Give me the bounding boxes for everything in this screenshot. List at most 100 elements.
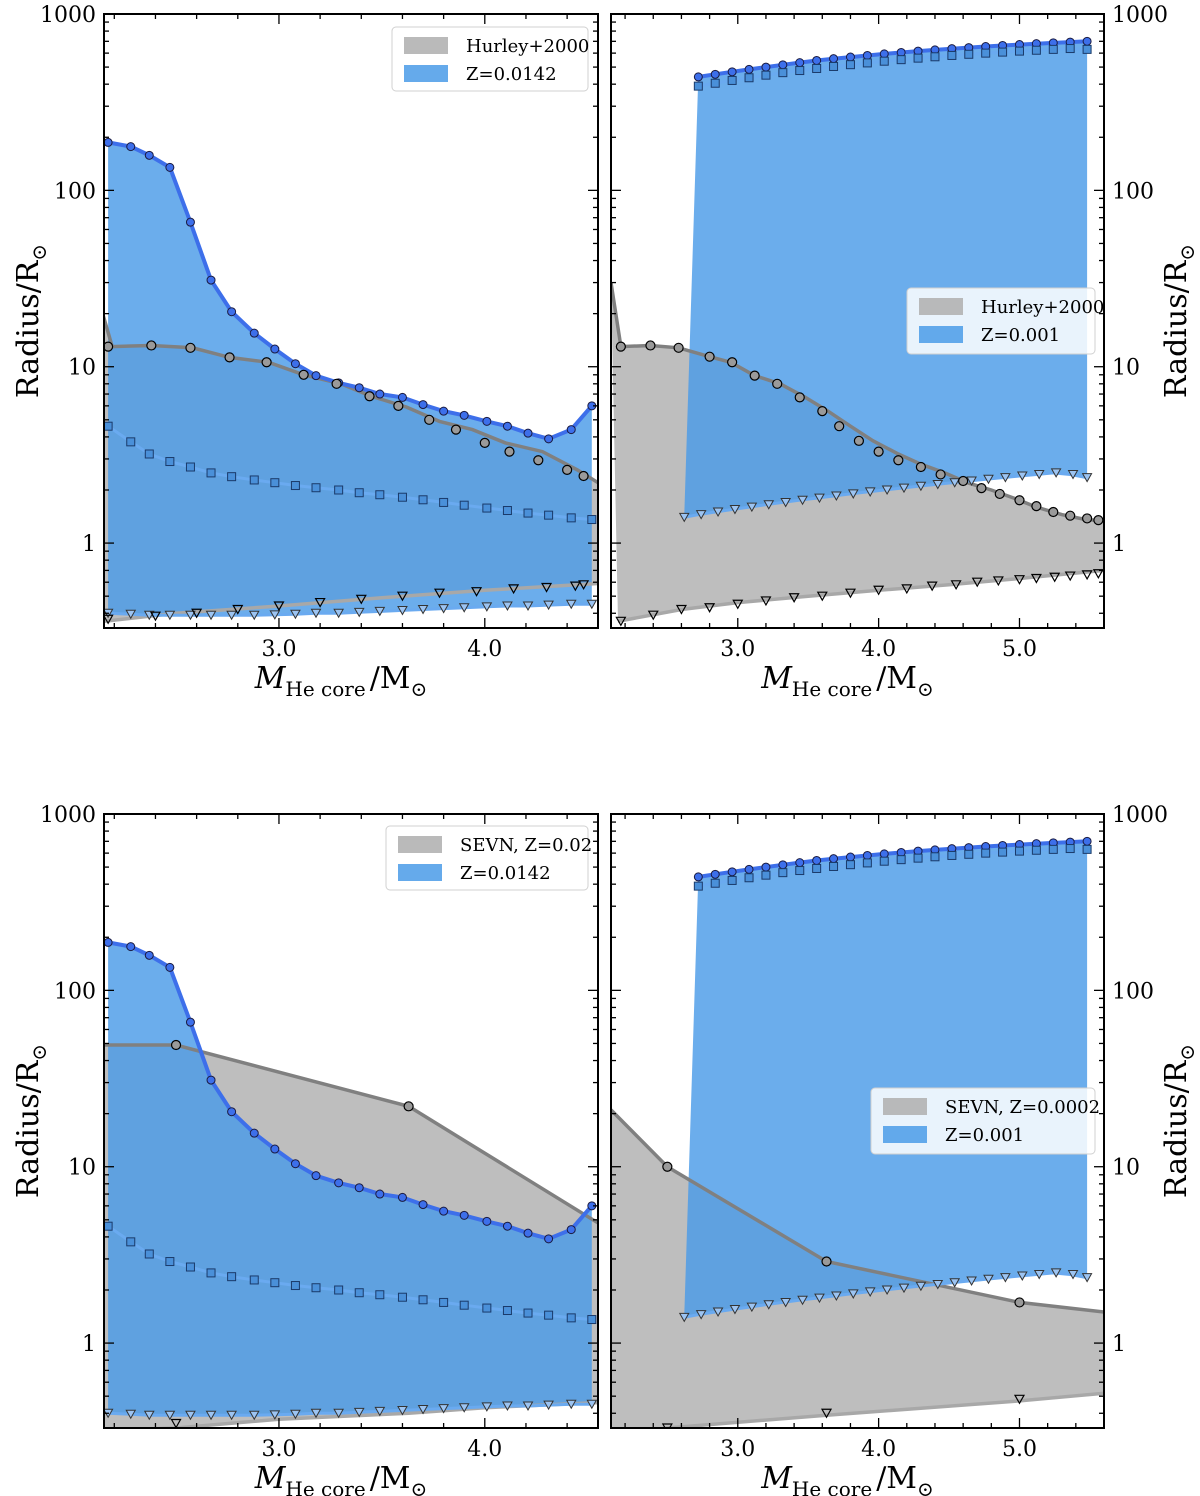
model-upper-point <box>693 72 703 82</box>
model-lower-point <box>966 1276 977 1286</box>
model-upper-point <box>523 1228 533 1238</box>
model-mid-point <box>998 847 1008 857</box>
model-mid-point <box>587 1315 597 1325</box>
reference-lower-point <box>1064 571 1076 582</box>
model-mid-point <box>744 873 754 883</box>
reference-lower-point <box>104 614 114 625</box>
model-upper-point <box>165 162 175 172</box>
model-upper-point <box>206 275 216 285</box>
model-lower-point <box>438 604 449 614</box>
model-mid-point <box>964 49 974 59</box>
y-tick-label: 1 <box>1112 1332 1126 1357</box>
legend-swatch <box>883 1126 927 1143</box>
model-mid-point <box>710 78 720 88</box>
model-upper-point <box>334 1178 344 1188</box>
reference-lower-point <box>971 577 983 588</box>
model-lower-point <box>1000 1273 1011 1283</box>
model-mid-point <box>311 483 321 493</box>
model-upper-point <box>290 1159 300 1169</box>
reference-lower-point <box>816 591 828 602</box>
model-lower-point <box>949 1278 961 1288</box>
model-upper-point <box>795 58 805 68</box>
reference-lower-line <box>617 568 1104 624</box>
reference-lower-point <box>732 599 744 610</box>
model-mid-point <box>1031 845 1041 855</box>
model-lower-point <box>797 495 808 506</box>
model-lower-point <box>290 609 301 620</box>
reference-upper-point <box>104 341 114 352</box>
y-tick-label: 10 <box>1112 1156 1140 1181</box>
model-mid-point <box>930 52 940 62</box>
reference-upper-point <box>1093 514 1104 526</box>
model-mid-point <box>896 55 906 65</box>
model-mid-point <box>845 860 855 870</box>
model-lower-point <box>1067 1269 1079 1280</box>
legend-label: Z=0.0142 <box>460 863 551 884</box>
model-upper-point <box>165 962 175 972</box>
y-tick-label: 100 <box>1112 979 1154 1004</box>
model-mid-point <box>727 875 737 885</box>
model-lower-point <box>248 1410 260 1421</box>
model-mid-point <box>104 1221 113 1231</box>
model-lower-point <box>397 1405 408 1416</box>
model-upper-point <box>795 858 805 868</box>
reference-upper-point <box>727 357 738 368</box>
model-lower-point <box>746 1302 758 1313</box>
model-mid-point <box>397 1292 407 1302</box>
model-upper-point <box>727 867 737 877</box>
x-tick-label: 3.0 <box>720 1437 755 1462</box>
reference-lower-point <box>273 601 285 612</box>
model-lower-point <box>290 1409 301 1420</box>
reference-upper-point <box>1048 506 1059 518</box>
x-tick-label: 5.0 <box>1002 637 1037 662</box>
model-mid-point <box>227 1272 237 1282</box>
reference-upper-point <box>533 455 544 466</box>
model-mid-point <box>144 1249 154 1259</box>
model-upper-point <box>566 1225 576 1235</box>
legend-swatch <box>919 326 963 343</box>
reference-upper-point <box>853 435 865 446</box>
legend-swatch <box>919 298 963 315</box>
model-mid-point <box>981 48 991 58</box>
model-lower-point <box>814 1293 825 1304</box>
reference-upper-point <box>834 421 845 432</box>
x-axis-label: MHe core/M⊙ <box>254 661 428 701</box>
y-tick-label: 1000 <box>40 803 96 828</box>
y-tick-label: 1000 <box>1112 803 1168 828</box>
reference-upper-point <box>645 340 656 351</box>
model-upper-point <box>459 1210 469 1220</box>
model-lower-line <box>108 1402 592 1417</box>
model-lower-point <box>310 1408 322 1419</box>
model-lower-point <box>1050 1268 1062 1278</box>
model-lower-point <box>226 1410 237 1421</box>
reference-upper-point <box>794 392 805 403</box>
model-mid-point <box>227 472 237 482</box>
reference-lower-point <box>1030 573 1042 584</box>
model-lower-point <box>898 1283 910 1294</box>
model-mid-point <box>710 878 720 888</box>
reference-lower-point <box>901 584 913 595</box>
reference-upper-point <box>298 369 309 380</box>
model-upper-point <box>862 50 872 60</box>
reference-lower-point <box>541 582 553 593</box>
y-tick-label: 100 <box>54 979 96 1004</box>
model-upper-point <box>544 1234 554 1244</box>
reference-upper-point <box>479 437 490 448</box>
legend: SEVN, Z=0.02 Z=0.0142 <box>385 825 592 891</box>
model-mid-point <box>913 53 923 63</box>
model-mid-point <box>270 1278 280 1288</box>
legend-swatch <box>883 1098 927 1115</box>
model-mid-point <box>1048 44 1058 54</box>
model-mid-point <box>544 510 554 520</box>
model-mid-point <box>206 1268 216 1278</box>
model-mid-point <box>947 50 957 60</box>
model-upper-point <box>778 60 788 70</box>
model-lower-point <box>763 500 775 510</box>
model-upper-point <box>566 425 576 435</box>
model-upper-point <box>311 1171 321 1181</box>
model-lower-point <box>1033 469 1045 480</box>
reference-upper-point <box>817 406 828 417</box>
model-mid-point <box>947 850 957 860</box>
model-upper-point <box>727 67 737 77</box>
y-tick-label: 1 <box>82 1332 96 1357</box>
